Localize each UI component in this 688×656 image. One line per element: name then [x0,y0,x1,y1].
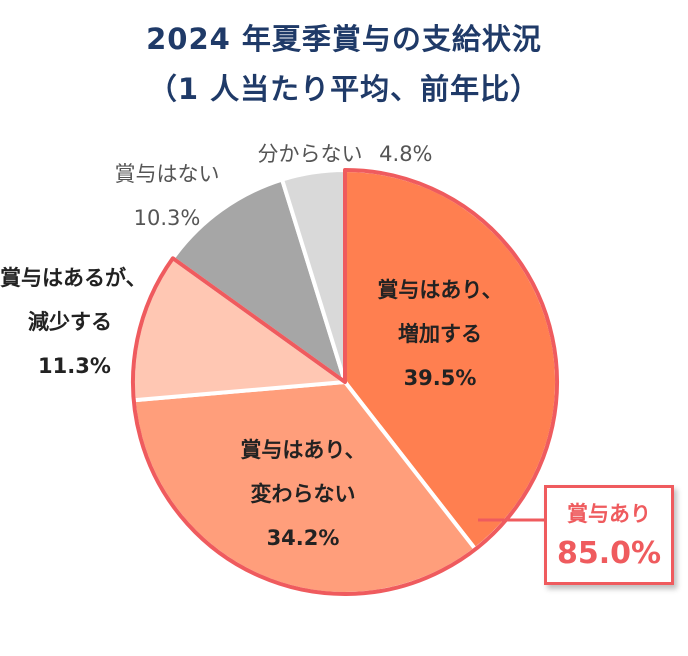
bonus-total-value: 85.0% [556,536,662,571]
slice-label-unknown-line1: 分からない [257,142,363,166]
slice-label-same-line2: 変わらない [250,482,356,506]
slice-label-decrease-line1: 賞与はあるが、 [0,266,147,290]
chart-title-line2: （1 人当たり平均、前年比） [147,72,541,106]
slice-label-increase-line1: 賞与はあり、 [377,278,503,302]
slice-value-none: 10.3% [133,206,201,230]
pie-slice-none [170,177,347,384]
slice-label-same-line1: 賞与はあり、 [240,438,366,462]
bonus-total-callout: 賞与あり 85.0% [544,485,674,585]
slice-label-increase-line2: 増加する [398,322,482,346]
slice-label-increase: 賞与はあり、 増加する 39.5% [365,268,515,400]
slice-value-increase: 39.5% [403,366,477,390]
slice-label-decrease-line2: 減少する [28,310,112,334]
bonus-total-label: 賞与あり [567,502,651,526]
chart-title-line1: 2024 年夏季賞与の支給状況 [146,22,542,56]
slice-value-decrease: 11.3% [38,354,111,378]
slice-value-same: 34.2% [266,526,340,550]
slice-label-none: 賞与はない 10.3% [92,152,242,240]
slice-label-none-line1: 賞与はない [114,162,220,186]
slice-label-decrease: 賞与はあるが、 減少する 11.3% [0,256,160,388]
bonus-group-outline [131,168,559,596]
slice-label-unknown: 分からない 4.8% [240,132,450,176]
slice-value-unknown: 4.8% [379,142,433,166]
slice-label-same: 賞与はあり、 変わらない 34.2% [228,428,378,560]
